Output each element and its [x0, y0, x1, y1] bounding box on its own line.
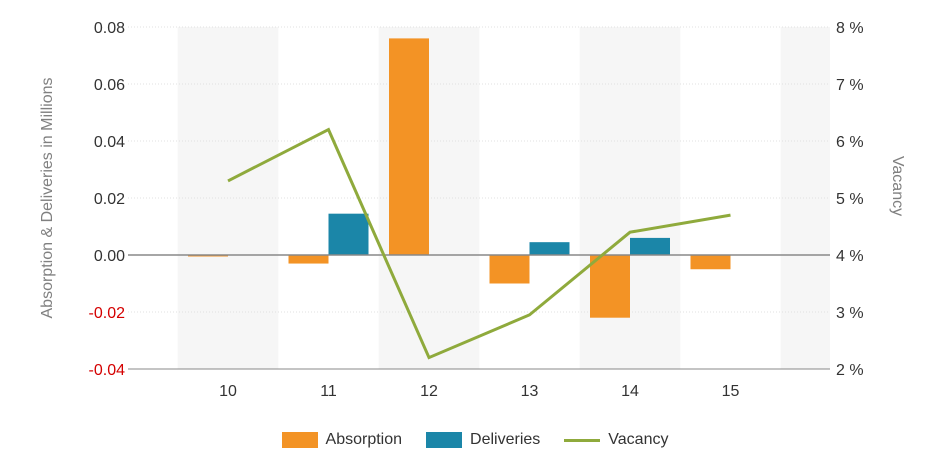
y2-tick-label: 2 % [836, 362, 864, 379]
y2-tick-label: 7 % [836, 77, 864, 94]
absorption-bar [489, 255, 530, 284]
x-tick-label: 12 [420, 383, 438, 400]
legend-item-vacancy[interactable]: Vacancy [564, 431, 668, 449]
x-tick-label: 11 [320, 383, 337, 400]
y-tick-label: 0.02 [94, 191, 125, 208]
y-tick-label: -0.04 [89, 362, 126, 379]
vacancy-line [227, 127, 731, 360]
y2-tick-label: 4 % [836, 248, 864, 265]
x-tick-label: 15 [722, 383, 740, 400]
deliveries-bar [630, 237, 670, 255]
legend-label-vacancy: Vacancy [608, 431, 669, 448]
legend-label-deliveries: Deliveries [470, 431, 541, 448]
y2-axis-title: Vacancy [889, 156, 906, 216]
x-tick-label: 14 [621, 383, 639, 400]
y2-tick-label: 5 % [836, 191, 864, 208]
y2-tick-label: 3 % [836, 305, 864, 322]
y-axis-ticks: 0.08 0.06 0.04 0.02 0.00 -0.02 -0.04 [89, 20, 126, 379]
absorption-bar [690, 255, 731, 270]
absorption-bar [590, 255, 630, 318]
absorption-bar [288, 255, 329, 264]
y2-tick-label: 6 % [836, 134, 864, 151]
absorption-swatch [281, 432, 318, 448]
y2-tick-label: 8 % [836, 20, 864, 37]
legend-item-deliveries[interactable]: Deliveries [426, 431, 540, 449]
legend: Absorption Deliveries Vacancy [0, 424, 950, 456]
y-tick-label: 0.06 [94, 77, 125, 94]
deliveries-bar [529, 242, 570, 255]
vacancy-line-swatch [564, 438, 601, 442]
bar-series [188, 38, 731, 318]
deliveries-swatch [426, 432, 463, 448]
legend-item-absorption[interactable]: Absorption [281, 431, 403, 449]
deliveries-bar [328, 213, 369, 255]
y-tick-label: 0.00 [94, 248, 125, 265]
y-tick-label: -0.02 [89, 305, 126, 322]
y-axis-title: Absorption & Deliveries in Millions [39, 78, 56, 319]
y-tick-label: 0.08 [94, 20, 125, 37]
y2-axis-ticks: 8 % 7 % 6 % 5 % 4 % 3 % 2 % [836, 20, 864, 379]
x-tick-label: 13 [521, 383, 539, 400]
absorption-bar [389, 38, 429, 256]
legend-label-absorption: Absorption [325, 431, 403, 448]
combo-chart: 10 11 12 13 14 15 0.08 0.06 0.04 0.02 0.00 -0.02 -0… [39, 20, 906, 400]
x-axis-ticks: 10 11 12 13 14 15 [219, 383, 739, 400]
y-tick-label: 0.04 [94, 134, 125, 151]
x-tick-label: 10 [219, 383, 237, 400]
